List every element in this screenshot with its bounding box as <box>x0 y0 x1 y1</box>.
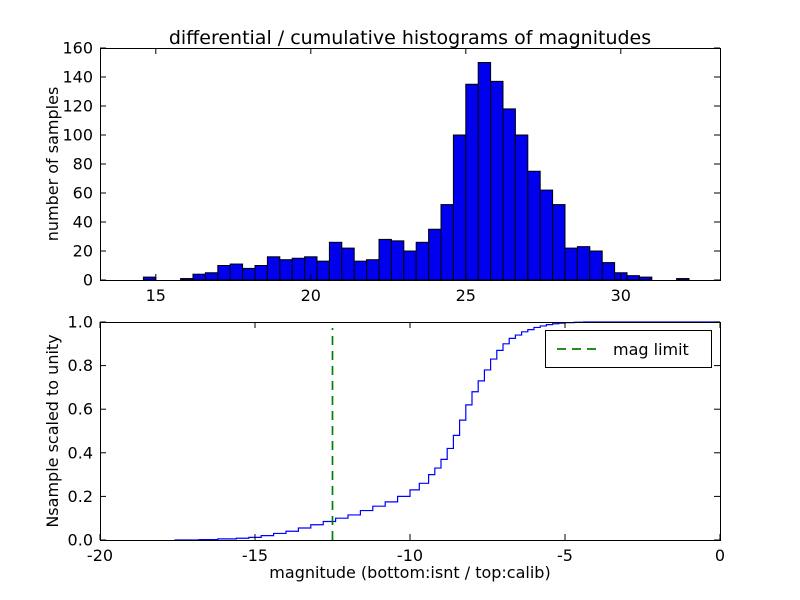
histogram-bar <box>490 80 504 281</box>
histogram-bar <box>142 276 157 281</box>
histogram-bar <box>242 267 256 281</box>
histogram-bar <box>576 246 591 281</box>
y-tick-label: 120 <box>62 97 93 116</box>
differential-histogram <box>142 62 690 281</box>
histogram-bar <box>254 265 268 281</box>
y-tick-label: 40 <box>73 213 93 232</box>
y-tick-label: 0 <box>83 271 93 290</box>
y-tick-label: 100 <box>62 126 93 145</box>
legend-label: mag limit <box>613 340 689 359</box>
y-tick-label: 0.8 <box>68 356 93 375</box>
histogram-bar <box>514 134 529 281</box>
histogram-bar <box>415 241 430 281</box>
cumulative-curve <box>174 321 720 541</box>
histogram-bar <box>638 276 653 281</box>
histogram-bar <box>502 108 516 281</box>
histogram-bar <box>403 250 417 281</box>
histogram-bar <box>564 247 578 281</box>
y-tick-label: 140 <box>62 68 93 87</box>
histogram-bar <box>328 241 343 281</box>
histogram-bar <box>452 134 467 281</box>
histogram-bar <box>217 265 231 281</box>
x-tick-label: -5 <box>557 546 573 565</box>
x-tick-label: 30 <box>611 286 631 305</box>
x-tick-label: -15 <box>242 546 268 565</box>
x-tick-label: 20 <box>301 286 321 305</box>
histogram-bar <box>291 257 306 281</box>
histogram-bar <box>378 238 392 281</box>
histogram-bar <box>353 260 368 281</box>
x-tick-label: -20 <box>87 546 113 565</box>
histogram-bar <box>440 204 454 281</box>
histogram-bar <box>477 62 492 281</box>
histogram-bar <box>601 262 616 281</box>
axes-frame <box>100 48 721 281</box>
histogram-bar <box>341 247 355 281</box>
histogram-bar <box>279 259 293 281</box>
x-tick-label: 25 <box>456 286 476 305</box>
top-y-axis-label: number of samples <box>43 87 62 242</box>
y-tick-label: 0.6 <box>68 400 93 419</box>
x-tick-label: -10 <box>397 546 423 565</box>
histogram-bar <box>428 228 442 281</box>
cumulative-step-line <box>174 321 720 541</box>
histogram-bar <box>676 278 690 281</box>
histogram-bar <box>626 275 640 281</box>
y-tick-label: 0.2 <box>68 487 93 506</box>
bottom-x-axis-label: magnitude (bottom:isnt / top:calib) <box>269 563 550 582</box>
y-tick-label: 0.4 <box>68 443 93 462</box>
chart-title: differential / cumulative histograms of … <box>169 27 651 49</box>
x-tick-label: 15 <box>146 286 166 305</box>
axes-frame-and-ticks: -20 -15 -10 -5 0 0.0 0.2 0.4 0.6 0.8 1.0 <box>68 313 726 566</box>
bottom-y-axis-label: Nsample scaled to unity <box>43 334 62 527</box>
legend: mag limit <box>545 330 712 368</box>
histogram-bar <box>366 259 380 281</box>
histogram-bar <box>229 263 244 281</box>
histogram-bar <box>465 83 479 281</box>
histogram-bar <box>266 256 281 281</box>
histogram-bar <box>390 240 405 281</box>
y-tick-label: 160 <box>62 39 93 58</box>
y-tick-label: 20 <box>73 242 93 261</box>
y-tick-label: 1.0 <box>68 313 93 332</box>
histogram-bar <box>539 189 554 281</box>
histogram-bar <box>180 278 194 281</box>
histogram-bar <box>527 170 541 281</box>
x-tick-label: 0 <box>715 546 725 565</box>
y-tick-label: 60 <box>73 184 93 203</box>
y-tick-label: 0.0 <box>68 531 93 550</box>
histogram-bar <box>204 272 219 281</box>
y-tick-label: 80 <box>73 155 93 174</box>
histogram-bar <box>552 204 566 281</box>
axes-frame-and-ticks: 15 20 25 30 0 20 40 60 80 100 120 140 160 <box>62 39 721 305</box>
histogram-bar <box>589 250 603 281</box>
histogram-bar <box>316 260 330 281</box>
generated-plot-content: 15 20 25 30 0 20 40 60 80 100 120 140 160 -20 -15 -10 -5… <box>62 39 725 566</box>
histogram-bar <box>192 273 206 281</box>
